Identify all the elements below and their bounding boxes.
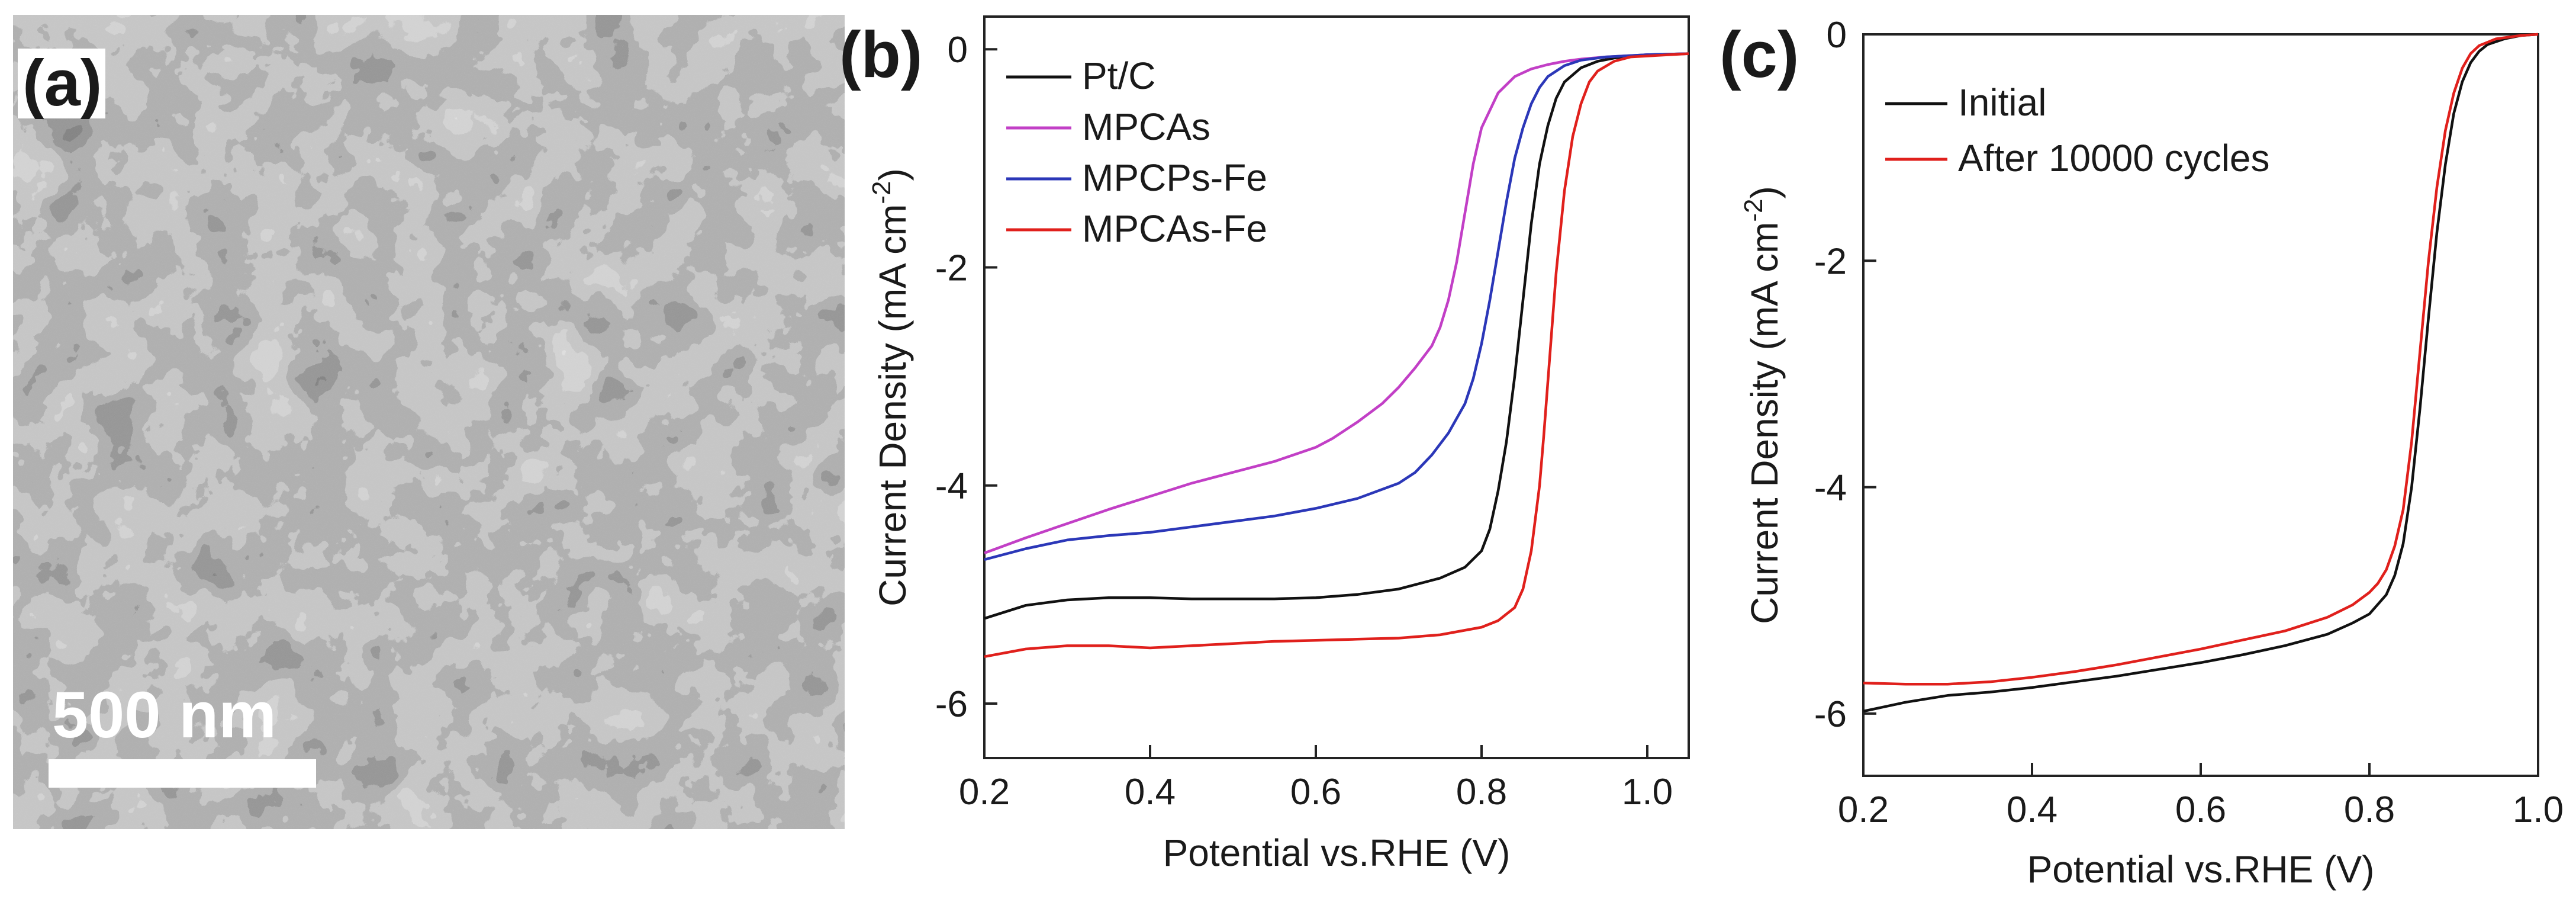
y-tick-label: -6 xyxy=(935,684,968,725)
x-tick-label: 0.6 xyxy=(1290,772,1341,813)
x-tick-label: 0.4 xyxy=(1125,772,1176,813)
y-axis-label: Current Density (mA cm-2) xyxy=(1739,186,1786,624)
chart-c: 0.2 0.4 0.6 0.8 1.0 0 -2 -4 -6 Potential vs.RHE (… xyxy=(1739,15,2564,891)
panel-c: (c) 0.2 0.4 0.6 0.8 1.0 0 -2 -4 -6 Potential vs.R… xyxy=(1720,15,2564,891)
legend-label: MPCAs xyxy=(1082,105,1210,148)
scale-bar-label: 500 nm xyxy=(52,679,276,752)
x-axis-label: Potential vs.RHE (V) xyxy=(1163,831,1511,874)
plot-frame xyxy=(983,15,1690,759)
x-tick-label: 0.6 xyxy=(2175,789,2226,830)
series-line-initial xyxy=(1863,33,2539,713)
panel-a-letter-bg xyxy=(18,49,105,118)
x-tick-label: 0.8 xyxy=(1456,772,1507,813)
y-axis-label-main: Current Density (mA cm xyxy=(1743,222,1786,624)
x-tick-label: 0.8 xyxy=(2344,789,2395,830)
series-line-mpcas xyxy=(984,52,1689,555)
panel-a: (a) 500 nm xyxy=(13,15,845,829)
y-tick-label: 0 xyxy=(948,30,968,70)
y-axis-label: Current Density (mA cm-2) xyxy=(867,168,914,606)
x-tick-label: 0.4 xyxy=(2007,789,2057,830)
panel-a-letter: (a) xyxy=(22,47,102,120)
panel-b: (b) 0.2 0.4 0.6 0.8 1.0 0 -2 -4 -6 Potential vs.R… xyxy=(839,15,1690,874)
y-tick-label: -4 xyxy=(935,466,968,507)
chart-b: 0.2 0.4 0.6 0.8 1.0 0 -2 -4 -6 Potential vs.RHE (… xyxy=(867,15,1690,874)
legend-label: Initial xyxy=(1958,81,2046,124)
series-line-mpcps-fe xyxy=(984,52,1689,561)
y-tick-label: -6 xyxy=(1814,694,1847,735)
y-axis-label-main: Current Density (mA cm xyxy=(871,204,914,606)
series-line-after-10000-cycles xyxy=(1863,33,2539,686)
legend-label: Pt/C xyxy=(1082,54,1155,97)
scale-bar xyxy=(49,759,316,788)
series-line-mpcas-fe xyxy=(984,52,1689,659)
panel-c-letter: (c) xyxy=(1720,18,1799,91)
y-axis-label-end: ) xyxy=(1743,186,1786,198)
panel-b-letter: (b) xyxy=(839,18,922,91)
x-axis-label: Potential vs.RHE (V) xyxy=(2027,848,2375,891)
x-tick-label: 1.0 xyxy=(1622,772,1673,813)
legend-label: MPCAs-Fe xyxy=(1082,207,1267,250)
y-axis-label-sup: -2 xyxy=(1739,198,1768,221)
legend-label: After 10000 cycles xyxy=(1958,137,2270,179)
y-tick-label: 0 xyxy=(1827,15,1847,56)
x-tick-label: 0.2 xyxy=(959,772,1010,813)
x-tick-label: 0.2 xyxy=(1838,789,1889,830)
legend-label: MPCPs-Fe xyxy=(1082,156,1267,199)
y-tick-label: -2 xyxy=(935,248,968,288)
series-line-pt-c xyxy=(984,52,1689,620)
y-tick-label: -2 xyxy=(1814,241,1847,282)
y-axis-label-sup: -2 xyxy=(867,181,896,204)
y-axis-label-end: ) xyxy=(871,168,914,181)
y-tick-label: -4 xyxy=(1814,468,1847,509)
x-tick-label: 1.0 xyxy=(2513,789,2564,830)
sem-image-grain xyxy=(13,15,845,829)
